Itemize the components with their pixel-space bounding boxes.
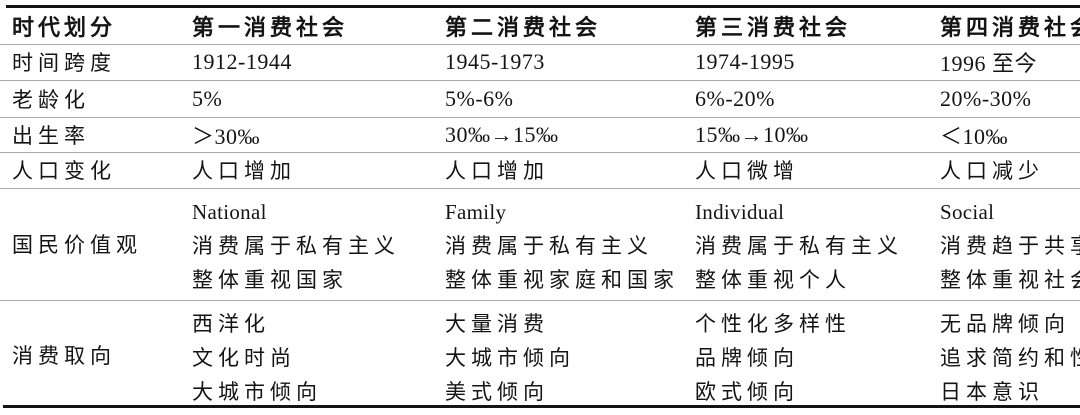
cell-line: 大城市倾向 — [445, 345, 575, 370]
table-cell: 15‰→10‰ — [695, 121, 809, 147]
cell-line: 整体重视国家 — [192, 267, 348, 292]
cell-line: 追求简约和性价比 — [940, 345, 1080, 370]
row-time-span: 时间跨度 1912-1944 1945-1973 1974-1995 1996 … — [0, 44, 1080, 80]
row-label-consumption-orientation: 消费取向 — [12, 343, 116, 368]
row-label-national-values: 国民价值观 — [12, 233, 142, 257]
cell-line: 整体重视社会 — [940, 267, 1080, 292]
table-cell: Social 消费趋于共享 整体重视社会 — [940, 188, 1080, 300]
table-cell: ＜10‰ — [940, 123, 1009, 149]
table-cell: 30‰→15‰ — [445, 121, 559, 147]
row-population-change: 人口变化 人口增加 人口增加 人口微增 人口减少 — [0, 152, 1080, 188]
header-first-consumer-society: 第一消费社会 — [192, 14, 349, 40]
table-cell: 人口增加 — [445, 159, 549, 183]
header-era-division: 时代划分 — [12, 14, 117, 40]
cell-line: 整体重视个人 — [695, 267, 851, 292]
header-third-consumer-society: 第三消费社会 — [695, 14, 852, 40]
table-cell: 1945-1973 — [445, 49, 545, 74]
row-aging: 老龄化 5% 5%-6% 6%-20% 20%-30% — [0, 80, 1080, 117]
table-cell: 个性化多样性 品牌倾向 欧式倾向 — [695, 300, 940, 409]
cell-line: National — [192, 199, 267, 224]
row-national-values: 国民价值观 National 消费属于私有主义 整体重视国家 Family 消费… — [0, 188, 1080, 300]
row-label-birth-rate: 出生率 — [12, 123, 90, 148]
cell-line: 消费属于私有主义 — [445, 233, 653, 258]
cell-line: 无品牌倾向 — [940, 311, 1070, 336]
table-cell: 无品牌倾向 追求简约和性价比 日本意识 — [940, 300, 1080, 409]
table-cell: ＞30‰ — [192, 123, 261, 149]
cell-line: Individual — [695, 199, 785, 224]
table-cell: 人口减少 — [940, 159, 1044, 183]
table-cell: 人口增加 — [192, 159, 296, 183]
table-cell: 大量消费 大城市倾向 美式倾向 — [445, 300, 695, 409]
row-label-aging: 老龄化 — [12, 87, 90, 112]
cell-line: 日本意识 — [940, 379, 1044, 404]
cell-line: 整体重视家庭和国家 — [445, 267, 679, 292]
table-cell: Individual 消费属于私有主义 整体重视个人 — [695, 188, 940, 300]
table-cell: 1996 至今 — [940, 51, 1038, 76]
table-cell: 6%-20% — [695, 85, 775, 111]
cell-line: 大城市倾向 — [192, 379, 322, 404]
table-top-rule — [6, 5, 1080, 8]
header-row: 时代划分 第一消费社会 第二消费社会 第三消费社会 第四消费社会 — [0, 8, 1080, 44]
table-cell: 人口微增 — [695, 159, 799, 183]
table-cell: 1974-1995 — [695, 49, 795, 74]
table-cell: 5%-6% — [445, 85, 514, 111]
cell-line: 文化时尚 — [192, 345, 296, 370]
cell-line: 欧式倾向 — [695, 379, 799, 404]
table-cell: National 消费属于私有主义 整体重视国家 — [192, 188, 445, 300]
table-cell: 5% — [192, 85, 223, 111]
row-label-time-span: 时间跨度 — [12, 51, 116, 75]
table-bottom-rule — [3, 405, 1080, 408]
cell-line: 美式倾向 — [445, 379, 549, 404]
table-cell: 西洋化 文化时尚 大城市倾向 — [192, 300, 445, 409]
row-label-population-change: 人口变化 — [12, 159, 116, 183]
cell-line: 大量消费 — [445, 311, 549, 336]
row-birth-rate: 出生率 ＞30‰ 30‰→15‰ 15‰→10‰ ＜10‰ — [0, 117, 1080, 152]
header-second-consumer-society: 第二消费社会 — [445, 14, 602, 40]
row-consumption-orientation: 消费取向 西洋化 文化时尚 大城市倾向 大量消费 大城市倾向 美式倾向 个性化多… — [0, 300, 1080, 409]
cell-line: 消费属于私有主义 — [695, 233, 903, 258]
table-cell: 20%-30% — [940, 85, 1032, 111]
cell-line: 消费属于私有主义 — [192, 233, 400, 258]
cell-line: Family — [445, 199, 507, 224]
table-cell: 1912-1944 — [192, 49, 292, 74]
cell-line: 品牌倾向 — [695, 345, 799, 370]
consumer-society-comparison-table: 时代划分 第一消费社会 第二消费社会 第三消费社会 第四消费社会 时间跨度 19… — [0, 8, 1080, 409]
header-fourth-consumer-society: 第四消费社会 — [940, 14, 1080, 40]
table-cell: Family 消费属于私有主义 整体重视家庭和国家 — [445, 188, 695, 300]
cell-line: 消费趋于共享 — [940, 233, 1080, 258]
cell-line: 西洋化 — [192, 311, 270, 336]
cell-line: 个性化多样性 — [695, 311, 851, 336]
cell-line: Social — [940, 199, 995, 224]
